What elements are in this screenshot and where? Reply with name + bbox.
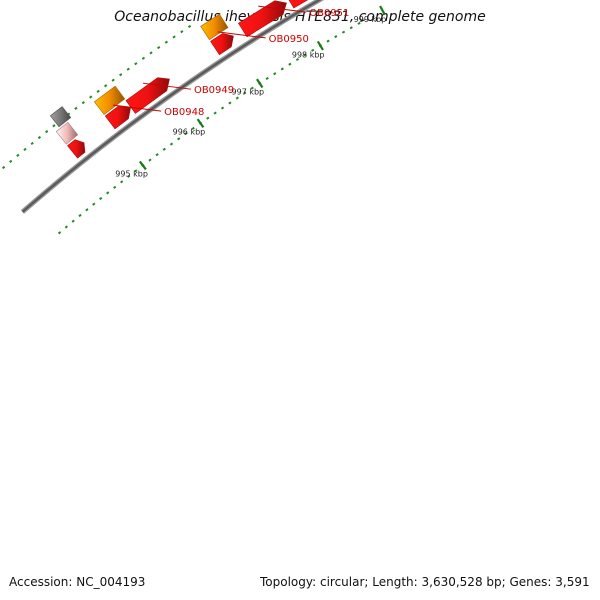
inner-dot	[92, 202, 96, 206]
label-leader	[217, 31, 266, 39]
inner-dot	[311, 48, 315, 52]
outer-dot	[30, 141, 34, 146]
inner-dot	[162, 147, 166, 151]
inner-dot	[169, 142, 174, 146]
tick-label: 999 kbp	[354, 15, 387, 24]
gene-arrow[interactable]	[238, 0, 287, 38]
inner-dot	[177, 137, 181, 141]
outer-dot	[74, 106, 78, 110]
inner-dot	[106, 191, 110, 195]
inner-dot	[99, 196, 103, 201]
outer-dot	[37, 135, 42, 140]
inner-dot	[57, 231, 62, 235]
inner-dot	[127, 174, 131, 178]
inner-dot	[235, 96, 239, 100]
outer-dot	[141, 56, 146, 60]
tick-label: 995 kbp	[115, 169, 148, 178]
genome-title: Oceanobacillus iheyensis HTE831, complet…	[114, 9, 486, 25]
gene-arrow[interactable]	[93, 85, 126, 115]
inner-dot	[148, 158, 152, 162]
outer-dot	[9, 159, 13, 164]
tick-mark	[138, 160, 147, 171]
tick-label: 997 kbp	[232, 88, 265, 97]
inner-dot	[341, 30, 346, 34]
outer-dot	[81, 101, 85, 105]
outer-dot	[23, 147, 27, 151]
inner-dot	[288, 62, 292, 66]
topology-summary: Topology: circular; Length: 3,630,528 bp…	[258, 574, 592, 590]
gene-label-ob0949[interactable]: OB0949	[194, 85, 234, 96]
tick-mark	[379, 5, 386, 16]
gene-arrow[interactable]	[67, 139, 86, 159]
gene-features[interactable]	[49, 0, 576, 159]
outer-dot	[96, 89, 100, 93]
outer-dot	[104, 84, 108, 88]
inner-dot	[303, 53, 307, 57]
outer-dot	[89, 95, 93, 99]
outer-dot	[1, 165, 6, 170]
inner-dot	[295, 57, 300, 62]
gene-arrow[interactable]	[200, 13, 229, 41]
inner-dot	[191, 126, 195, 130]
inner-dot	[78, 213, 82, 218]
tick-mark	[256, 78, 264, 89]
inner-dot	[280, 67, 284, 71]
outer-dot	[111, 78, 115, 82]
inner-dot	[273, 72, 277, 76]
tick-label: 998 kbp	[292, 50, 325, 59]
gene-labels[interactable]: OB0948OB0949OB0950OB0951OB0952OB0953dhbA	[113, 0, 562, 118]
inner-dot	[228, 101, 232, 105]
outer-dot	[149, 51, 153, 55]
label-leader	[113, 104, 162, 112]
outer-dot	[45, 130, 49, 134]
gene-label-ob0951[interactable]: OB0951	[309, 8, 349, 19]
inner-dot	[250, 86, 254, 90]
inner-dot	[134, 169, 138, 173]
gene-arrow[interactable]	[55, 121, 79, 145]
outer-dot	[126, 67, 130, 71]
inner-dot	[326, 39, 330, 43]
inner-dot	[265, 76, 269, 81]
outer-dot	[157, 45, 161, 50]
label-leader	[258, 5, 307, 13]
outer-dot	[172, 35, 176, 39]
outer-dot	[119, 73, 123, 77]
inner-dot	[64, 225, 68, 229]
gene-label-ob0948[interactable]: OB0948	[164, 107, 204, 118]
inner-dot	[184, 132, 188, 136]
outer-dot	[187, 24, 192, 29]
backbone-line	[21, 0, 322, 213]
inner-dot	[220, 106, 225, 110]
outer-dot	[164, 40, 169, 44]
outer-dot	[16, 153, 20, 157]
inner-dot	[243, 91, 247, 95]
outer-dot	[134, 62, 138, 66]
gene-arrow[interactable]	[210, 33, 234, 56]
inner-dot	[349, 26, 353, 30]
gene-label-ob0950[interactable]: OB0950	[269, 34, 309, 45]
tick-label: 996 kbp	[173, 127, 206, 136]
tick-mark	[196, 118, 205, 128]
inner-dot	[85, 208, 89, 212]
outer-dot	[180, 30, 184, 34]
inner-dot	[213, 111, 217, 115]
inner-dot	[334, 35, 338, 39]
inner-dot	[206, 116, 210, 120]
inner-dot	[71, 219, 75, 223]
outer-dot	[52, 124, 56, 128]
inner-dot	[155, 153, 159, 157]
label-leader	[142, 82, 192, 90]
accession-label: Accession: NC_004193	[7, 574, 148, 590]
inner-dot	[357, 21, 361, 25]
inner-dot	[120, 180, 124, 184]
inner-dot	[113, 185, 117, 189]
gene-arrow[interactable]	[49, 106, 72, 128]
genome-backbone	[20, 0, 325, 214]
gene-arrow[interactable]	[125, 77, 170, 114]
gene-arrow[interactable]	[286, 0, 335, 9]
tick-mark	[316, 40, 324, 51]
